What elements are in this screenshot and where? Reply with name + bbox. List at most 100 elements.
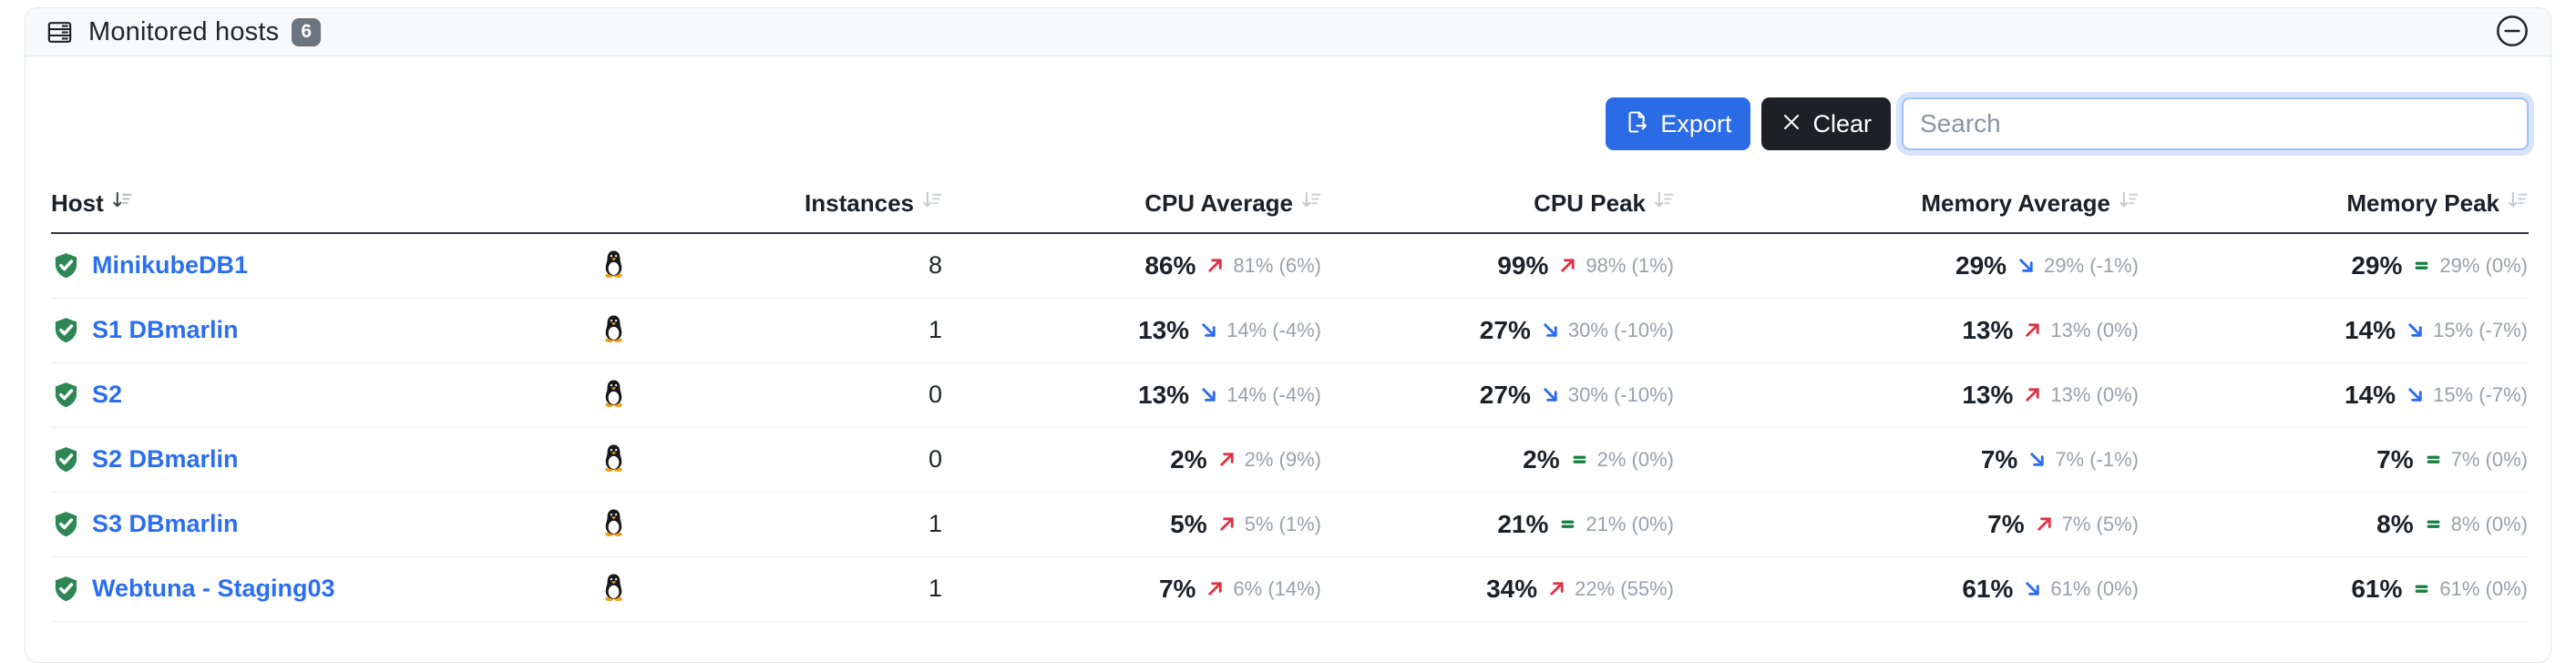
metric-value: 27% <box>1479 315 1531 344</box>
file-export-icon <box>1625 109 1650 139</box>
trend-down-icon <box>1198 384 1219 405</box>
metric-value: 61% <box>2351 574 2403 603</box>
trend-up-icon <box>1216 514 1237 535</box>
metric-previous: 98% (1%) <box>1586 253 1674 277</box>
instances-count: 0 <box>666 362 943 428</box>
metric-value: 7% <box>1980 444 2018 473</box>
metric-previous: 5% (1%) <box>1244 512 1321 535</box>
metric-value: 8% <box>2376 509 2414 538</box>
collapse-panel-button[interactable] <box>2494 13 2530 52</box>
metric-value: 5% <box>1170 509 1207 538</box>
metric-previous: 14% (-4%) <box>1226 318 1321 341</box>
trend-up-icon <box>1557 255 1578 276</box>
table-toolbar: Export Clear <box>26 56 2550 150</box>
trend-up-icon <box>1546 578 1567 599</box>
sort-icon <box>1299 188 1322 218</box>
trend-flat-icon <box>2411 255 2432 276</box>
metric-previous: 22% (55%) <box>1575 576 1674 600</box>
status-ok-shield-icon <box>52 510 80 538</box>
metric-value: 13% <box>1962 380 2014 409</box>
sort-icon <box>110 188 133 218</box>
metric-previous: 13% (0%) <box>2050 382 2139 406</box>
trend-up-icon <box>2022 320 2043 341</box>
column-header-host[interactable]: Host <box>51 188 561 234</box>
sort-icon <box>1652 188 1675 218</box>
table-row[interactable]: S3 DBmarlin 1 5% 5% (1%) 21% 21% (0%) 7% 7%… <box>51 492 2529 557</box>
metric-previous: 15% (-7%) <box>2433 318 2528 341</box>
metric-previous: 7% (0%) <box>2450 447 2528 471</box>
metric-value: 14% <box>2345 315 2396 344</box>
clear-button[interactable]: Clear <box>1761 97 1891 150</box>
metric-value: 2% <box>1523 444 1560 473</box>
metric-value: 13% <box>1138 380 1190 409</box>
status-ok-shield-icon <box>52 251 80 280</box>
trend-flat-icon <box>1569 449 1590 470</box>
search-input[interactable] <box>1902 97 2529 150</box>
metric-value: 61% <box>1962 574 2014 603</box>
trend-down-icon <box>2405 384 2426 405</box>
host-link[interactable]: Webtuna - Staging03 <box>92 575 335 602</box>
metric-previous: 30% (-10%) <box>1567 382 1674 406</box>
host-link[interactable]: S2 <box>92 381 123 408</box>
status-ok-shield-icon <box>52 316 80 344</box>
column-header-cpu-average[interactable]: CPU Average <box>943 188 1322 234</box>
instances-count: 1 <box>666 556 943 622</box>
trend-down-icon <box>1198 320 1219 341</box>
column-header-memory-peak[interactable]: Memory Peak <box>2140 188 2529 234</box>
table-row[interactable]: S2 DBmarlin 0 2% 2% (9%) 2% 2% (0%) 7% 7% (… <box>51 427 2529 493</box>
host-count-badge: 6 <box>292 17 322 46</box>
trend-up-icon <box>1216 449 1237 470</box>
trend-down-icon <box>2027 449 2047 470</box>
trend-down-icon <box>2405 320 2426 341</box>
metric-value: 7% <box>1158 574 1196 603</box>
hosts-table-container: Host Instances <box>26 150 2550 622</box>
host-link[interactable]: S3 DBmarlin <box>92 510 239 537</box>
metric-value: 86% <box>1144 250 1196 280</box>
metric-previous: 30% (-10%) <box>1567 318 1674 341</box>
instances-count: 0 <box>666 427 943 493</box>
panel-header: Monitored hosts 6 <box>26 8 2550 56</box>
minus-circle-icon <box>2494 13 2530 52</box>
metric-previous: 7% (-1%) <box>2055 447 2139 471</box>
column-label: CPU Peak <box>1534 188 1646 217</box>
table-row[interactable]: S2 0 13% 14% (-4%) 27% 30% (-10%) 13% 13% (… <box>51 362 2529 428</box>
metric-previous: 61% (0%) <box>2439 576 2528 600</box>
column-header-instances[interactable]: Instances <box>666 188 943 234</box>
table-row[interactable]: MinikubeDB1 8 86% 81% (6%) 99% 98% (1%) 29… <box>51 233 2529 299</box>
linux-os-icon <box>601 507 626 537</box>
status-ok-shield-icon <box>52 381 80 409</box>
trend-down-icon <box>1540 320 1561 341</box>
metric-previous: 81% (6%) <box>1233 253 1321 277</box>
host-link[interactable]: S2 DBmarlin <box>92 445 239 473</box>
export-button[interactable]: Export <box>1606 97 1751 150</box>
table-row[interactable]: S1 DBmarlin 1 13% 14% (-4%) 27% 30% (-10%)… <box>51 298 2529 363</box>
column-label: Host <box>51 188 104 217</box>
metric-previous: 21% (0%) <box>1586 512 1674 535</box>
metric-previous: 61% (0%) <box>2050 576 2139 600</box>
metric-value: 29% <box>1955 250 2007 280</box>
metric-previous: 29% (-1%) <box>2044 253 2139 277</box>
trend-flat-icon <box>2411 578 2432 599</box>
metric-value: 29% <box>2351 250 2403 280</box>
host-link[interactable]: MinikubeDB1 <box>92 251 249 280</box>
trend-up-icon <box>1205 578 1226 599</box>
trend-down-icon <box>1540 384 1561 405</box>
monitored-hosts-panel: Monitored hosts 6 Export <box>25 7 2551 663</box>
status-ok-shield-icon <box>52 575 80 603</box>
host-link[interactable]: S1 DBmarlin <box>92 316 239 343</box>
trend-up-icon <box>2034 514 2055 535</box>
metric-value: 7% <box>2376 444 2414 473</box>
column-header-memory-average[interactable]: Memory Average <box>1675 188 2140 234</box>
table-row[interactable]: Webtuna - Staging03 1 7% 6% (14%) 34% 22% … <box>51 556 2529 622</box>
server-table-icon <box>46 18 74 46</box>
metric-previous: 2% (0%) <box>1596 447 1674 471</box>
column-header-cpu-peak[interactable]: CPU Peak <box>1322 188 1675 234</box>
trend-flat-icon <box>1557 514 1578 535</box>
metric-value: 34% <box>1486 574 1538 603</box>
instances-count: 1 <box>666 492 943 557</box>
metric-previous: 6% (14%) <box>1233 576 1321 600</box>
trend-down-icon <box>2016 255 2037 276</box>
metric-previous: 15% (-7%) <box>2433 382 2528 406</box>
trend-flat-icon <box>2423 449 2444 470</box>
export-button-label: Export <box>1660 109 1732 137</box>
